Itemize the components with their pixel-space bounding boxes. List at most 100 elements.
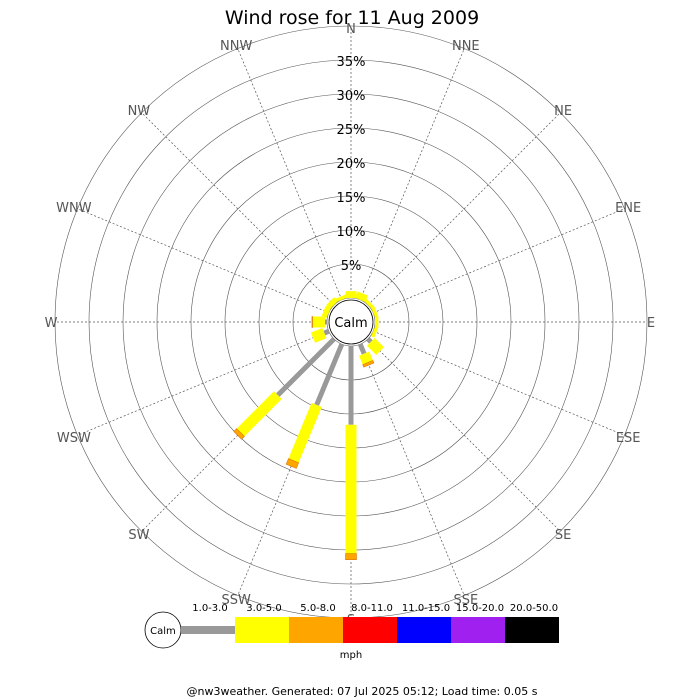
legend-label: 1.0-3.0 <box>192 603 227 614</box>
calm-label: Calm <box>334 316 367 331</box>
radial-tick-label: 25% <box>337 123 366 138</box>
footer-text: @nw3weather. Generated: 07 Jul 2025 05:1… <box>187 685 538 698</box>
bar-segment <box>371 306 379 318</box>
radial-tick-label: 35% <box>337 55 366 70</box>
bar-ssw-1.0-3.0 <box>314 343 345 406</box>
bar-segment <box>288 402 322 463</box>
legend-label: 20.0-50.0 <box>510 603 558 614</box>
legend-swatch-3.0-5.0 <box>235 617 289 643</box>
direction-label-w: W <box>45 316 58 331</box>
direction-label-n: N <box>346 22 356 37</box>
bar-segment <box>355 291 368 302</box>
bar-segment <box>285 458 299 469</box>
bar-wsw-1.0-3.0 <box>323 328 330 336</box>
direction-label-wsw: WSW <box>57 431 91 446</box>
bar-segment <box>236 391 282 437</box>
legend-swatch-11.0-15.0 <box>397 617 451 643</box>
bar-segment <box>366 337 384 355</box>
legend-label: 11.0-15.0 <box>402 603 450 614</box>
bar-segment <box>345 553 357 560</box>
bar-s-1.0-3.0 <box>348 346 354 425</box>
spoke-sse <box>359 344 464 594</box>
bar-nw-3.0-5.0 <box>326 297 338 309</box>
bar-sse-3.0-5.0 <box>359 351 373 365</box>
spoke-nne <box>359 50 464 300</box>
bar-nne-3.0-5.0 <box>355 291 368 302</box>
bar-segment <box>335 294 347 302</box>
bar-segment <box>345 424 357 554</box>
bar-segment <box>374 316 379 328</box>
direction-label-nnw: NNW <box>220 39 252 54</box>
bar-ne-3.0-5.0 <box>364 298 375 309</box>
chart-title: Wind rose for 11 Aug 2009 <box>225 7 479 29</box>
bar-segment <box>348 346 354 425</box>
legend-swatch-15.0-20.0 <box>451 617 505 643</box>
direction-label-nne: NNE <box>452 39 480 54</box>
bar-sw-3.0-5.0 <box>236 391 282 437</box>
bar-segment <box>233 428 245 440</box>
bar-nnw-3.0-5.0 <box>335 294 347 302</box>
direction-label-ene: ENE <box>615 201 641 216</box>
bar-sw-5.0-8.0 <box>233 428 245 440</box>
bar-segment <box>321 305 331 318</box>
bar-ssw-5.0-8.0 <box>285 458 299 469</box>
legend-swatch-5.0-8.0 <box>289 617 343 643</box>
calm-circle-shape <box>328 299 374 345</box>
spoke-se <box>367 338 560 531</box>
radial-tick-labels: 5% 10% 15% 20% 25% 30% 35% <box>337 55 366 274</box>
legend: Calm 1.0-3.0 3.0-5.0 5.0-8.0 8.0-11.0 11.0-15… <box>144 603 559 661</box>
legend-label: 5.0-8.0 <box>300 603 335 614</box>
legend-label: 8.0-11.0 <box>351 603 393 614</box>
bar-segment <box>359 351 373 365</box>
spoke-ese <box>373 330 623 435</box>
calm-circle: Calm <box>328 299 374 345</box>
bar-segment <box>312 316 325 328</box>
direction-labels: NNNENEENEEESESESSESSSWSWWSWWWNWNWNNW <box>45 22 656 628</box>
bar-w-1.0-3.0 <box>324 319 328 325</box>
legend-unit: mph <box>340 650 362 661</box>
bar-ssw-3.0-5.0 <box>288 402 322 463</box>
direction-label-sw: SW <box>128 528 149 543</box>
direction-label-nw: NW <box>128 104 151 119</box>
bar-ese-3.0-5.0 <box>371 326 379 338</box>
spoke-ene <box>373 209 623 314</box>
bar-se-3.0-5.0 <box>366 337 384 355</box>
bar-e-3.0-5.0 <box>374 316 379 328</box>
bar-segment <box>357 343 367 355</box>
spoke-nw <box>142 113 335 306</box>
spoke-ne <box>367 113 560 306</box>
bar-segment <box>366 337 373 344</box>
bar-segment <box>311 316 313 328</box>
bar-wsw-3.0-5.0 <box>310 327 327 343</box>
direction-label-e: E <box>647 316 655 331</box>
bar-ene-3.0-5.0 <box>371 306 379 318</box>
direction-label-ne: NE <box>554 104 572 119</box>
radial-tick-label: 20% <box>337 157 366 172</box>
spoke-wsw <box>79 330 329 435</box>
bar-sse-1.0-3.0 <box>357 343 367 355</box>
wind-bars <box>233 291 384 560</box>
legend-swatch-20.0-50.0 <box>505 617 559 643</box>
radial-tick-label: 15% <box>337 191 366 206</box>
spoke-nnw <box>238 50 343 300</box>
bar-sse-5.0-8.0 <box>362 360 375 368</box>
radial-tick-label: 5% <box>341 259 362 274</box>
direction-label-se: SE <box>555 528 571 543</box>
bar-n-3.0-5.0 <box>345 291 357 298</box>
bar-segment <box>276 337 336 397</box>
direction-label-ese: ESE <box>616 431 641 446</box>
legend-calm-label: Calm <box>150 626 176 637</box>
direction-spokes <box>57 28 645 616</box>
radial-tick-label: 30% <box>337 89 366 104</box>
bar-segment <box>345 291 357 298</box>
legend-swatch-8.0-11.0 <box>343 617 397 643</box>
radial-tick-label: 10% <box>337 225 366 240</box>
bar-segment <box>323 328 330 336</box>
bar-s-5.0-8.0 <box>345 553 357 560</box>
bar-se-1.0-3.0 <box>366 337 373 344</box>
spoke-wnw <box>79 209 329 314</box>
direction-label-wnw: WNW <box>56 201 92 216</box>
bar-segment <box>371 326 379 338</box>
legend-label: 3.0-5.0 <box>246 603 281 614</box>
bar-segment <box>324 319 328 325</box>
